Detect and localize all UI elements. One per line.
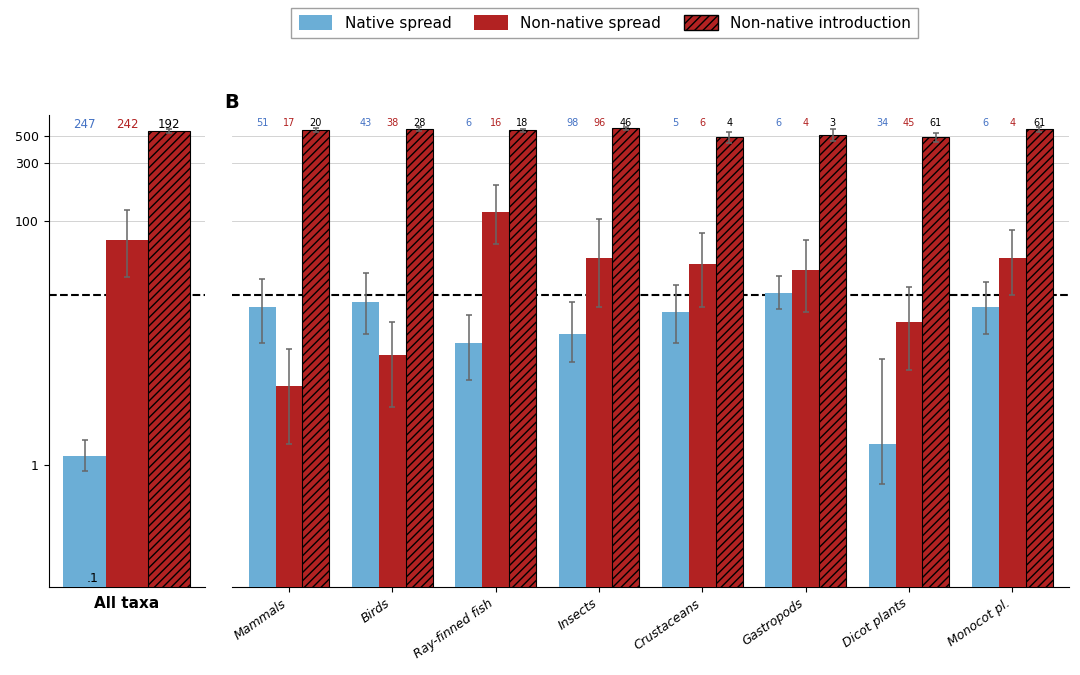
Text: 18: 18 (516, 118, 529, 128)
Bar (766, 293, 793, 587)
Bar (106, 240, 148, 587)
Bar (456, 344, 483, 587)
Text: 34: 34 (876, 118, 888, 128)
Text: 192: 192 (158, 118, 180, 132)
Bar (689, 264, 716, 587)
Bar (819, 135, 846, 587)
Bar (999, 258, 1026, 587)
Bar (406, 130, 433, 587)
Text: 61: 61 (1034, 118, 1045, 128)
Bar (662, 313, 689, 587)
X-axis label: All taxa: All taxa (94, 595, 160, 611)
Bar (585, 258, 612, 587)
Text: 98: 98 (566, 118, 578, 128)
Text: 247: 247 (73, 118, 96, 132)
Text: 242: 242 (116, 118, 138, 132)
Bar (379, 355, 406, 587)
Legend: Native spread, Non-native spread, Non-native introduction: Native spread, Non-native spread, Non-na… (292, 7, 918, 38)
Text: 20: 20 (310, 118, 322, 128)
Text: 6: 6 (700, 118, 705, 128)
Text: 51: 51 (256, 118, 268, 128)
Text: .1: .1 (62, 575, 72, 585)
Text: 6: 6 (465, 118, 472, 128)
Text: .1: .1 (86, 572, 98, 585)
Text: 46: 46 (620, 118, 632, 128)
Text: 5: 5 (673, 118, 678, 128)
Text: 45: 45 (903, 118, 915, 128)
Bar (275, 385, 302, 587)
Text: 3: 3 (829, 118, 836, 128)
Text: 4: 4 (1010, 118, 1015, 128)
Bar (895, 322, 922, 587)
Bar (509, 130, 536, 587)
Text: 28: 28 (413, 118, 426, 128)
Text: 38: 38 (387, 118, 399, 128)
Bar (922, 137, 949, 587)
Bar (868, 444, 895, 587)
Bar (793, 270, 819, 587)
Bar (972, 306, 999, 587)
Text: 4: 4 (726, 118, 732, 128)
Bar (558, 333, 585, 587)
Bar (1026, 130, 1053, 587)
Text: B: B (224, 93, 239, 113)
Text: 16: 16 (489, 118, 502, 128)
Bar (612, 128, 639, 587)
Bar (248, 306, 275, 587)
Bar (716, 137, 743, 587)
Text: 43: 43 (360, 118, 372, 128)
Bar (483, 212, 509, 587)
Text: 6: 6 (983, 118, 988, 128)
Bar (302, 130, 329, 587)
Text: 17: 17 (283, 118, 295, 128)
Text: 96: 96 (593, 118, 605, 128)
Bar (64, 456, 106, 587)
Bar (148, 131, 190, 587)
Text: 4: 4 (802, 118, 809, 128)
Text: 61: 61 (930, 118, 942, 128)
Bar (352, 302, 379, 587)
Text: 6: 6 (775, 118, 782, 128)
